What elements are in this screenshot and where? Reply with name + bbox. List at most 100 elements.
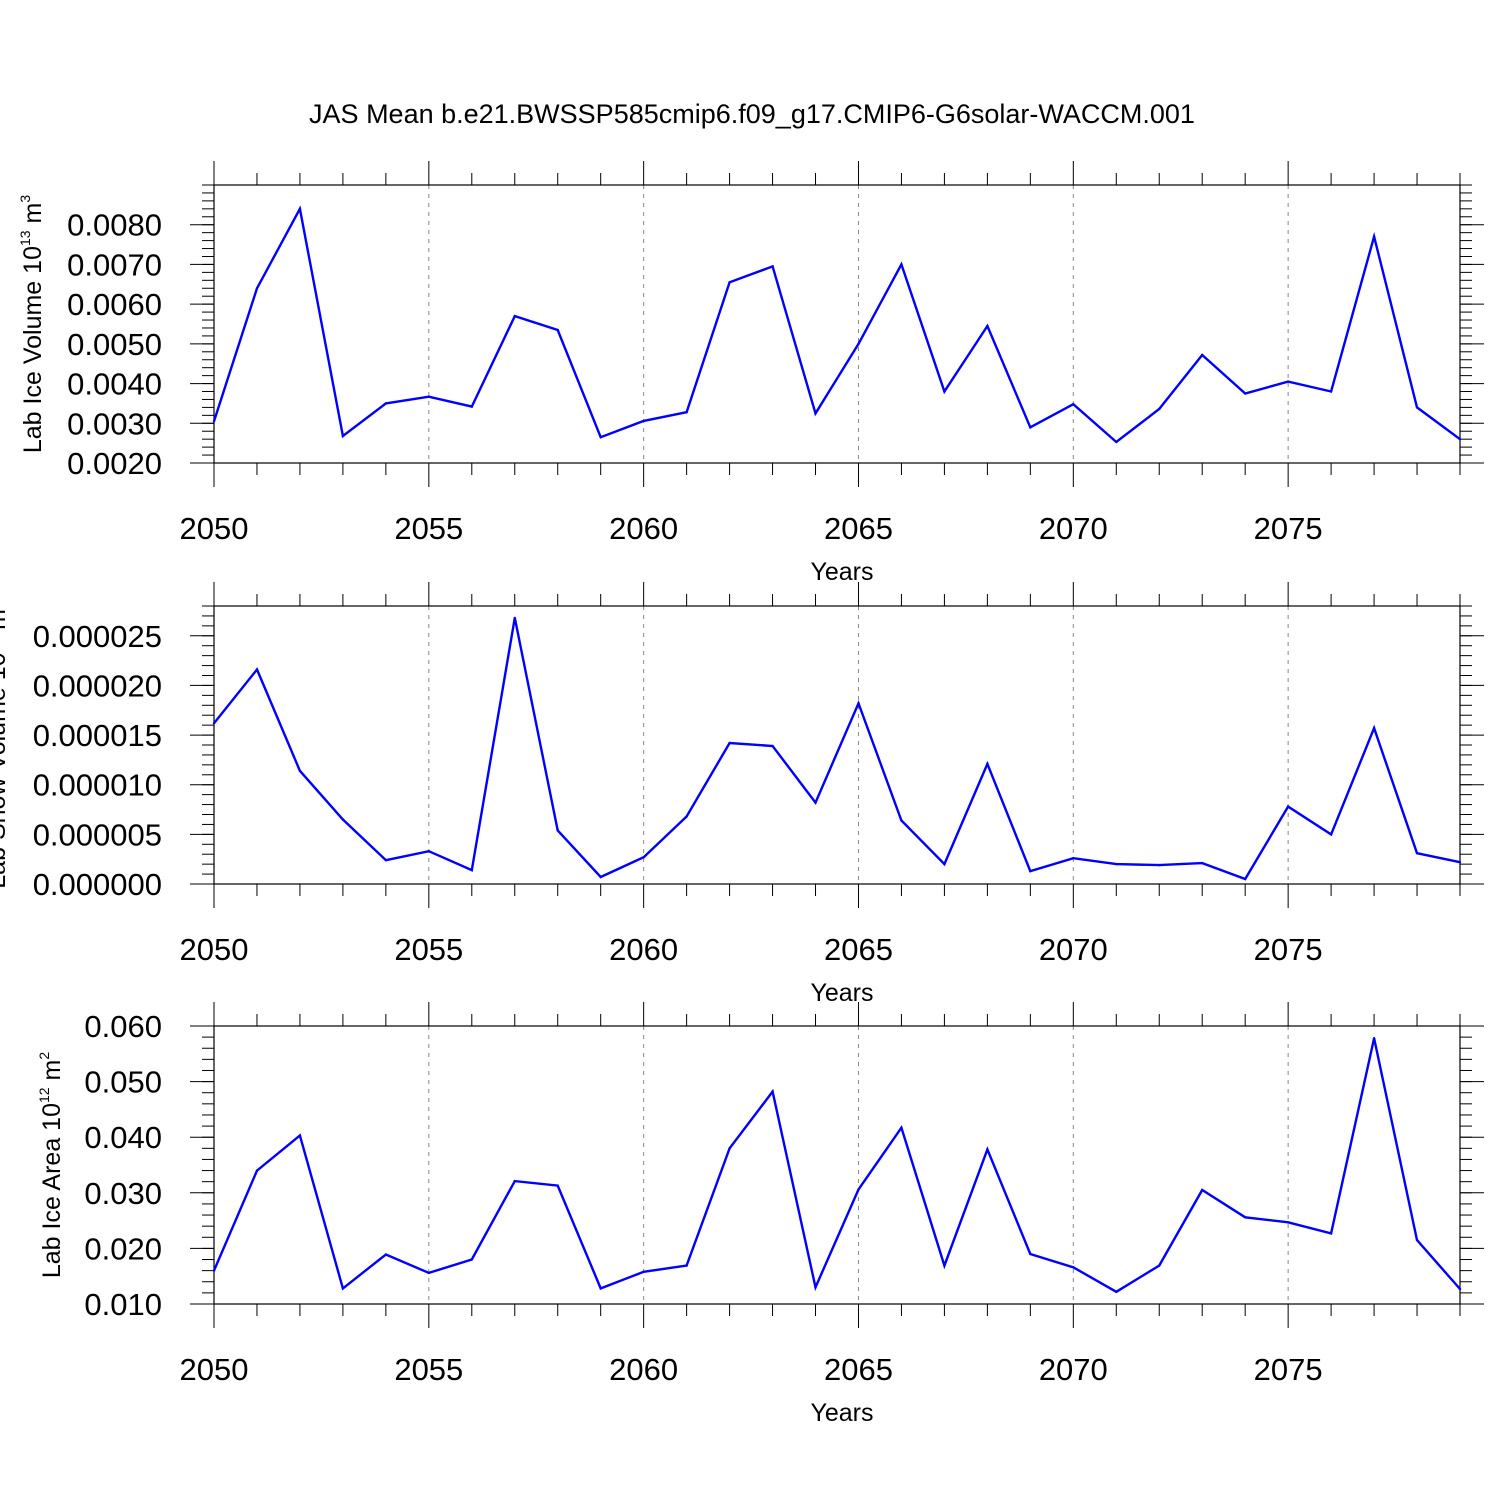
data-point [255, 287, 259, 290]
data-point [1029, 426, 1032, 429]
data-point [685, 1264, 688, 1267]
data-point [298, 207, 302, 211]
data-point [900, 263, 903, 266]
x-tick-label: 2070 [1039, 511, 1108, 546]
data-point [212, 1269, 216, 1272]
data-point [341, 818, 345, 821]
plot-frame [213, 184, 1461, 464]
data-point [728, 281, 731, 284]
data-point [1115, 1290, 1118, 1293]
data-point [384, 1253, 388, 1256]
data-point [341, 434, 345, 438]
chart-panel-3: 0.010 0.020 0.030 0.040 0.050 0.060 2050 2055 20… [36, 1002, 1484, 1427]
data-point [771, 265, 774, 268]
data-point [1115, 440, 1118, 444]
y-tick-label: 0.050 [84, 1065, 162, 1100]
y-tick-label: 0.000025 [33, 619, 162, 654]
series-line [212, 205, 1461, 444]
data-point [1243, 392, 1247, 395]
data-point [1372, 726, 1376, 730]
y-axis-label-exponent: 12 [36, 1087, 52, 1103]
data-point [814, 412, 817, 415]
y-tick-label: 0.020 [84, 1231, 162, 1266]
chart-panel-1: 0.0020 0.0030 0.0040 0.0050 0.0060 0.0070 0.00… [17, 161, 1484, 586]
data-point [1415, 1238, 1419, 1242]
data-point [212, 721, 216, 725]
data-point [1415, 852, 1419, 855]
x-tick-label: 2070 [1039, 1352, 1108, 1387]
y-axis-label: Lab Snow Volume 1013 m3 [0, 601, 11, 889]
y-tick-label: 0.000000 [33, 867, 162, 902]
data-point [986, 1148, 989, 1151]
x-axis-label: Years [810, 979, 873, 1007]
data-point [1201, 861, 1204, 865]
data-point [728, 741, 731, 745]
data-point [556, 829, 559, 832]
data-point [986, 324, 989, 328]
data-point [857, 342, 860, 346]
x-tick-label: 2050 [180, 511, 249, 546]
data-point [986, 762, 989, 766]
y-tick-label: 0.000015 [33, 718, 162, 753]
data-point [212, 420, 216, 423]
data-point [685, 410, 688, 414]
data-point [513, 616, 516, 620]
x-tick-label: 2055 [394, 1352, 463, 1387]
data-point [857, 1188, 860, 1191]
data-point [1029, 1252, 1032, 1256]
data-point [1372, 1037, 1376, 1040]
data-point [1372, 235, 1376, 238]
data-point [1458, 860, 1462, 864]
x-tick-label: 2065 [824, 511, 893, 546]
data-point [943, 1264, 946, 1267]
panels: 0.0020 0.0030 0.0040 0.0050 0.0060 0.0070 0.00… [0, 161, 1484, 1427]
data-point [427, 850, 431, 853]
data-point [513, 1179, 516, 1183]
y-tick-label: 0.0030 [67, 406, 162, 441]
x-tick-label: 2055 [394, 511, 463, 546]
series-line [212, 1037, 1461, 1294]
y-tick-label: 0.000010 [33, 768, 162, 803]
data-point [1158, 863, 1161, 867]
data-point [1243, 1216, 1247, 1219]
data-point [255, 1169, 259, 1172]
data-point [599, 875, 602, 879]
data-point [470, 405, 473, 408]
data-point [1201, 1188, 1204, 1192]
series-line [213, 617, 1461, 881]
y-axis-label: Lab Ice Area 1012 m2 [36, 1052, 66, 1279]
data-point [685, 815, 688, 818]
data-point [1415, 406, 1419, 409]
figure-title: JAS Mean b.e21.BWSSP585cmip6.f09_g17.CMI… [309, 99, 1195, 129]
data-point [1243, 877, 1247, 881]
x-tick-label: 2060 [609, 511, 678, 546]
y-tick-label: 0.0020 [67, 446, 162, 481]
y-axis-label-unit-exponent: 3 [17, 195, 33, 203]
data-point [470, 1258, 473, 1261]
y-axis-label-text: Lab Snow Volume 10 [0, 652, 11, 888]
x-tick-label: 2050 [180, 1352, 249, 1387]
data-point [1329, 390, 1333, 393]
y-axis-label-unit: m [0, 609, 11, 637]
y-axis-label: Lab Ice Volume 1013 m3 [17, 195, 47, 453]
data-point [427, 395, 431, 398]
data-point [814, 1286, 817, 1289]
data-point [513, 314, 516, 318]
y-tick-label: 0.010 [84, 1287, 162, 1322]
data-point [556, 1184, 559, 1187]
data-point [1286, 380, 1290, 383]
data-point [1029, 869, 1032, 873]
data-point [900, 1126, 903, 1129]
data-point [771, 1090, 774, 1093]
x-tick-label: 2075 [1254, 511, 1323, 546]
y-tick-label: 0.000020 [33, 668, 162, 703]
data-point [943, 862, 946, 866]
y-tick-label: 0.0070 [67, 247, 162, 282]
y-tick-label: 0.030 [84, 1176, 162, 1211]
x-tick-label: 2075 [1254, 932, 1323, 967]
data-point [341, 1287, 345, 1290]
y-axis-label-text: Lab Ice Volume 10 [19, 246, 47, 453]
y-tick-label: 0.0080 [67, 208, 162, 243]
y-tick-label: 0.0060 [67, 287, 162, 322]
x-tick-label: 2060 [609, 932, 678, 967]
